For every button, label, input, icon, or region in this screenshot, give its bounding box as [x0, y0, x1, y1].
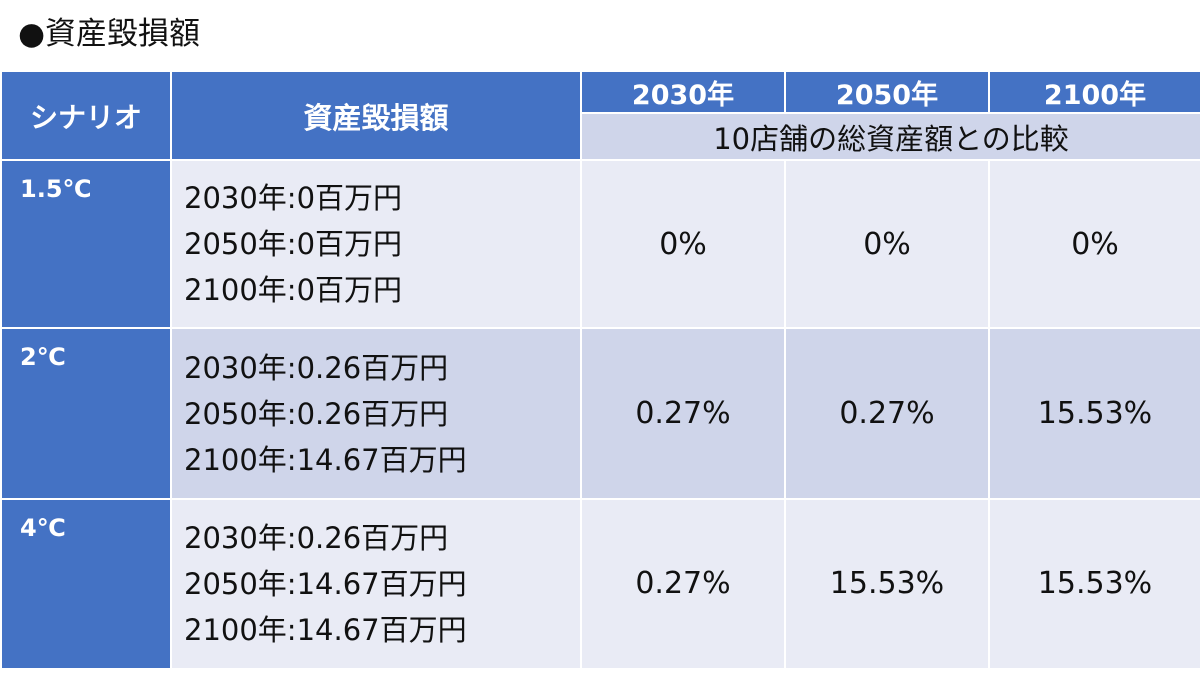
asset-damage-table: シナリオ 資産毀損額 2030年 2050年 2100年 10店舗の総資産額との…: [0, 70, 1200, 670]
subheader-row: 10店舗の総資産額との比較: [2, 114, 1200, 160]
amount-line: 2030年:0百万円: [184, 181, 403, 216]
amount-line: 2030年:0.26百万円: [184, 520, 449, 555]
ratio-cell: 0.27%: [786, 329, 988, 498]
header-comparison: 10店舗の総資産額との比較: [582, 114, 1200, 160]
table-row: 1.5℃ 2030年:0百万円 2050年:0百万円 2100年:0百万円 0%…: [2, 161, 1200, 328]
table-row: 4℃ 2030年:0.26百万円 2050年:14.67百万円 2100年:14…: [2, 499, 1200, 668]
amount-line: 2050年:0.26百万円: [184, 396, 449, 431]
ratio-cell: 0%: [990, 161, 1200, 328]
amount-cell: 2030年:0.26百万円 2050年:14.67百万円 2100年:14.67…: [172, 499, 580, 668]
ratio-cell: 15.53%: [990, 499, 1200, 668]
ratio-cell: 0%: [786, 161, 988, 328]
ratio-cell: 15.53%: [990, 329, 1200, 498]
amount-line: 2100年:0百万円: [184, 273, 403, 308]
header-year-2100: 2100年: [990, 72, 1200, 113]
header-scenario: シナリオ: [2, 72, 170, 160]
amount-line: 2050年:0百万円: [184, 227, 403, 262]
amount-line: 2100年:14.67百万円: [184, 442, 467, 477]
amount-cell: 2030年:0.26百万円 2050年:0.26百万円 2100年:14.67百…: [172, 329, 580, 498]
header-year-2030: 2030年: [582, 72, 784, 113]
amount-line: 2030年:0.26百万円: [184, 350, 449, 385]
ratio-cell: 15.53%: [786, 499, 988, 668]
ratio-cell: 0.27%: [582, 329, 784, 498]
scenario-cell: 2℃: [2, 329, 170, 498]
ratio-cell: 0%: [582, 161, 784, 328]
ratio-cell: 0.27%: [582, 499, 784, 668]
amount-cell: 2030年:0百万円 2050年:0百万円 2100年:0百万円: [172, 161, 580, 328]
scenario-cell: 4℃: [2, 499, 170, 668]
scenario-cell: 1.5℃: [2, 161, 170, 328]
page-heading: ●資産毀損額: [18, 16, 201, 52]
amount-line: 2050年:14.67百万円: [184, 566, 467, 601]
header-asset-damage: 資産毀損額: [172, 72, 580, 160]
table-row: 2℃ 2030年:0.26百万円 2050年:0.26百万円 2100年:14.…: [2, 329, 1200, 498]
header-year-2050: 2050年: [786, 72, 988, 113]
amount-line: 2100年:14.67百万円: [184, 612, 467, 647]
header-row: シナリオ 資産毀損額 2030年 2050年 2100年: [2, 72, 1200, 160]
